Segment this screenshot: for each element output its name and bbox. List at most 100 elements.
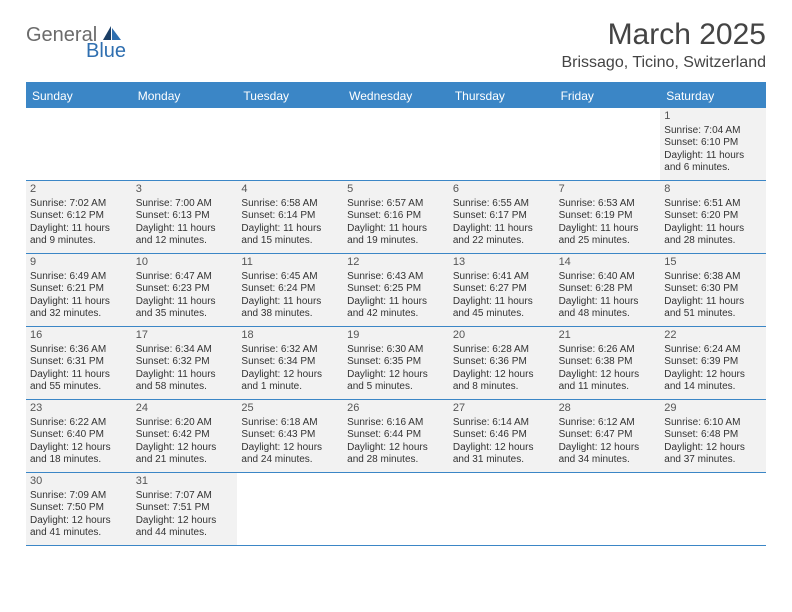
sunset-text: Sunset: 6:20 PM	[664, 210, 762, 223]
sunset-text: Sunset: 6:34 PM	[241, 356, 339, 369]
sunset-text: Sunset: 6:12 PM	[30, 210, 128, 223]
sunset-text: Sunset: 6:16 PM	[347, 210, 445, 223]
day-number: 31	[136, 475, 234, 489]
day-cell: 18Sunrise: 6:32 AMSunset: 6:34 PMDayligh…	[237, 327, 343, 399]
day-cell: 31Sunrise: 7:07 AMSunset: 7:51 PMDayligh…	[132, 473, 238, 545]
day-cell: 9Sunrise: 6:49 AMSunset: 6:21 PMDaylight…	[26, 254, 132, 326]
day-number: 24	[136, 402, 234, 416]
day-header-monday: Monday	[132, 84, 238, 108]
sunrise-text: Sunrise: 6:10 AM	[664, 417, 762, 430]
sunset-text: Sunset: 6:13 PM	[136, 210, 234, 223]
empty-cell	[555, 473, 661, 545]
empty-cell	[343, 108, 449, 180]
day-cell: 6Sunrise: 6:55 AMSunset: 6:17 PMDaylight…	[449, 181, 555, 253]
daylight-text: Daylight: 11 hours and 48 minutes.	[559, 296, 657, 321]
day-number: 20	[453, 329, 551, 343]
sunset-text: Sunset: 6:14 PM	[241, 210, 339, 223]
week-row: 1Sunrise: 7:04 AMSunset: 6:10 PMDaylight…	[26, 108, 766, 181]
day-header-row: SundayMondayTuesdayWednesdayThursdayFrid…	[26, 84, 766, 108]
day-number: 15	[664, 256, 762, 270]
day-number: 10	[136, 256, 234, 270]
sunset-text: Sunset: 6:44 PM	[347, 429, 445, 442]
day-cell: 20Sunrise: 6:28 AMSunset: 6:36 PMDayligh…	[449, 327, 555, 399]
day-cell: 11Sunrise: 6:45 AMSunset: 6:24 PMDayligh…	[237, 254, 343, 326]
daylight-text: Daylight: 11 hours and 35 minutes.	[136, 296, 234, 321]
title-block: March 2025 Brissago, Ticino, Switzerland	[561, 18, 766, 72]
daylight-text: Daylight: 12 hours and 37 minutes.	[664, 442, 762, 467]
logo-text-blue-wrap: Blue	[86, 40, 126, 63]
day-header-saturday: Saturday	[660, 84, 766, 108]
sunset-text: Sunset: 6:40 PM	[30, 429, 128, 442]
day-number: 11	[241, 256, 339, 270]
day-header-friday: Friday	[555, 84, 661, 108]
sunset-text: Sunset: 6:25 PM	[347, 283, 445, 296]
daylight-text: Daylight: 11 hours and 15 minutes.	[241, 223, 339, 248]
sunset-text: Sunset: 7:50 PM	[30, 502, 128, 515]
sunrise-text: Sunrise: 6:20 AM	[136, 417, 234, 430]
sunrise-text: Sunrise: 6:22 AM	[30, 417, 128, 430]
day-cell: 26Sunrise: 6:16 AMSunset: 6:44 PMDayligh…	[343, 400, 449, 472]
daylight-text: Daylight: 11 hours and 6 minutes.	[664, 150, 762, 175]
sunset-text: Sunset: 6:27 PM	[453, 283, 551, 296]
sunset-text: Sunset: 6:48 PM	[664, 429, 762, 442]
daylight-text: Daylight: 12 hours and 21 minutes.	[136, 442, 234, 467]
day-number: 9	[30, 256, 128, 270]
calendar-body: 1Sunrise: 7:04 AMSunset: 6:10 PMDaylight…	[26, 108, 766, 546]
day-number: 21	[559, 329, 657, 343]
sunrise-text: Sunrise: 6:55 AM	[453, 198, 551, 211]
empty-cell	[237, 473, 343, 545]
day-cell: 8Sunrise: 6:51 AMSunset: 6:20 PMDaylight…	[660, 181, 766, 253]
sunrise-text: Sunrise: 7:09 AM	[30, 490, 128, 503]
sunset-text: Sunset: 6:19 PM	[559, 210, 657, 223]
day-cell: 1Sunrise: 7:04 AMSunset: 6:10 PMDaylight…	[660, 108, 766, 180]
daylight-text: Daylight: 12 hours and 14 minutes.	[664, 369, 762, 394]
sunrise-text: Sunrise: 6:57 AM	[347, 198, 445, 211]
day-number: 5	[347, 183, 445, 197]
location-text: Brissago, Ticino, Switzerland	[561, 54, 766, 72]
day-cell: 14Sunrise: 6:40 AMSunset: 6:28 PMDayligh…	[555, 254, 661, 326]
daylight-text: Daylight: 12 hours and 18 minutes.	[30, 442, 128, 467]
day-number: 17	[136, 329, 234, 343]
day-cell: 27Sunrise: 6:14 AMSunset: 6:46 PMDayligh…	[449, 400, 555, 472]
daylight-text: Daylight: 12 hours and 5 minutes.	[347, 369, 445, 394]
sunrise-text: Sunrise: 7:00 AM	[136, 198, 234, 211]
daylight-text: Daylight: 12 hours and 8 minutes.	[453, 369, 551, 394]
day-cell: 29Sunrise: 6:10 AMSunset: 6:48 PMDayligh…	[660, 400, 766, 472]
week-row: 23Sunrise: 6:22 AMSunset: 6:40 PMDayligh…	[26, 400, 766, 473]
empty-cell	[237, 108, 343, 180]
sunrise-text: Sunrise: 6:53 AM	[559, 198, 657, 211]
day-number: 16	[30, 329, 128, 343]
day-number: 30	[30, 475, 128, 489]
day-number: 7	[559, 183, 657, 197]
day-cell: 7Sunrise: 6:53 AMSunset: 6:19 PMDaylight…	[555, 181, 661, 253]
sunset-text: Sunset: 6:46 PM	[453, 429, 551, 442]
sunrise-text: Sunrise: 6:12 AM	[559, 417, 657, 430]
header: General March 2025 Brissago, Ticino, Swi…	[26, 18, 766, 72]
sunrise-text: Sunrise: 6:41 AM	[453, 271, 551, 284]
day-number: 1	[664, 110, 762, 124]
day-cell: 3Sunrise: 7:00 AMSunset: 6:13 PMDaylight…	[132, 181, 238, 253]
day-cell: 16Sunrise: 6:36 AMSunset: 6:31 PMDayligh…	[26, 327, 132, 399]
day-number: 8	[664, 183, 762, 197]
day-number: 28	[559, 402, 657, 416]
sunrise-text: Sunrise: 7:04 AM	[664, 125, 762, 138]
sunset-text: Sunset: 6:24 PM	[241, 283, 339, 296]
sunrise-text: Sunrise: 6:47 AM	[136, 271, 234, 284]
daylight-text: Daylight: 11 hours and 58 minutes.	[136, 369, 234, 394]
sunrise-text: Sunrise: 6:51 AM	[664, 198, 762, 211]
daylight-text: Daylight: 11 hours and 45 minutes.	[453, 296, 551, 321]
daylight-text: Daylight: 11 hours and 9 minutes.	[30, 223, 128, 248]
daylight-text: Daylight: 11 hours and 32 minutes.	[30, 296, 128, 321]
day-number: 29	[664, 402, 762, 416]
day-number: 4	[241, 183, 339, 197]
sunset-text: Sunset: 6:47 PM	[559, 429, 657, 442]
day-number: 27	[453, 402, 551, 416]
day-cell: 2Sunrise: 7:02 AMSunset: 6:12 PMDaylight…	[26, 181, 132, 253]
daylight-text: Daylight: 11 hours and 55 minutes.	[30, 369, 128, 394]
page-title: March 2025	[561, 18, 766, 52]
day-cell: 28Sunrise: 6:12 AMSunset: 6:47 PMDayligh…	[555, 400, 661, 472]
daylight-text: Daylight: 12 hours and 34 minutes.	[559, 442, 657, 467]
daylight-text: Daylight: 11 hours and 38 minutes.	[241, 296, 339, 321]
day-cell: 17Sunrise: 6:34 AMSunset: 6:32 PMDayligh…	[132, 327, 238, 399]
sunset-text: Sunset: 6:42 PM	[136, 429, 234, 442]
